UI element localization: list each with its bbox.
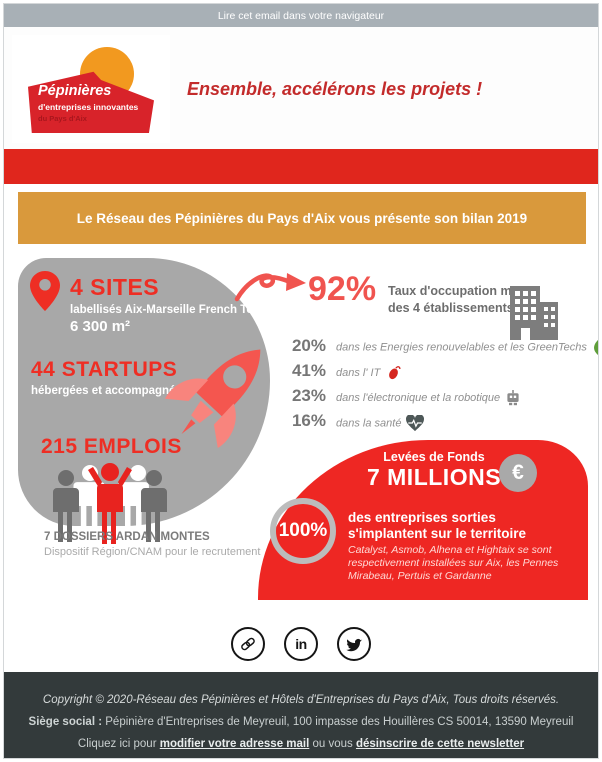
sector-label-text: dans les Energies renouvelables et les G… <box>336 341 587 354</box>
address-text: Pépinière d'Entreprises de Meyreuil, 100… <box>105 716 574 728</box>
address-label: Siège social : <box>28 716 106 728</box>
sector-label: dans l'électronique et la robotique <box>336 390 521 406</box>
occupancy-label-line2: des 4 établissements <box>388 301 514 315</box>
mouse-icon <box>389 366 401 380</box>
startups-sub: hébergées et accompagnées <box>31 385 189 397</box>
logo-title: Pépinières <box>38 83 112 99</box>
red-divider-bar <box>4 149 598 184</box>
map-pin-icon <box>30 271 60 311</box>
funding-value: 7 MILLIONS <box>366 464 502 490</box>
header: Pépinières d'entreprises innovantes du P… <box>4 27 598 149</box>
sites-value: 4 SITES <box>70 274 160 300</box>
sector-label-text: dans la santé <box>336 417 402 430</box>
website-link-icon[interactable] <box>231 627 265 661</box>
curved-arrow-icon <box>234 273 306 302</box>
building-icon <box>510 286 558 340</box>
banner: Le Réseau des Pépinières du Pays d'Aix v… <box>18 192 586 244</box>
implantation-pct: 100% <box>278 520 328 541</box>
twitter-icon[interactable] <box>337 627 371 661</box>
banner-title: Le Réseau des Pépinières du Pays d'Aix v… <box>76 210 528 226</box>
logo: Pépinières d'entreprises innovantes du P… <box>12 35 170 143</box>
twitter-bird <box>345 638 362 651</box>
linkedin-icon[interactable]: in <box>284 627 318 661</box>
funding-block: Levées de Fonds 7 MILLIONS <box>324 450 544 491</box>
logo-image: Pépinières d'entreprises innovantes du P… <box>28 45 154 135</box>
leaf-icon <box>593 340 598 355</box>
implantation-ring: 100% <box>270 498 336 564</box>
sector-label: dans les Energies renouvelables et les G… <box>336 340 598 355</box>
sector-pct: 16% <box>291 411 326 430</box>
funding-label: Levées de Fonds <box>383 450 485 464</box>
unsubscribe-middle: ou vous <box>309 738 356 750</box>
view-in-browser-bar: Lire cet email dans votre navigateur <box>4 4 598 27</box>
health-icon <box>406 415 425 432</box>
sector-label-text: dans l'électronique et la robotique <box>336 391 501 404</box>
rocket-icon <box>164 349 261 449</box>
jobs-value: 215 EMPLOIS <box>41 435 182 458</box>
euro-symbol: € <box>512 461 524 484</box>
linkedin-glyph: in <box>295 636 307 652</box>
logo-region: du Pays d'Aix <box>38 114 87 123</box>
sites-sub1: labellisés Aix-Marseille French Tech <box>70 304 267 316</box>
headline: Ensemble, accélérons les projets ! <box>187 79 483 99</box>
robot-icon <box>507 390 519 406</box>
footer: Copyright © 2020-Réseau des Pépinières e… <box>4 672 598 758</box>
logo-subtitle: d'entreprises innovantes <box>38 102 139 112</box>
startups-value: 44 STARTUPS <box>31 358 178 381</box>
unsubscribe-link[interactable]: désinscrire de cette newsletter <box>355 738 525 750</box>
sector-label-text: dans l' IT <box>336 366 381 379</box>
sector-pct: 41% <box>291 361 326 380</box>
copyright-line: Copyright © 2020-Réseau des Pépinières e… <box>42 694 560 706</box>
address-line: Siège social : Pépinière d'Entreprises d… <box>4 711 598 733</box>
view-in-browser-link[interactable]: Lire cet email dans votre navigateur <box>217 9 385 22</box>
people-icon <box>53 463 167 544</box>
occupancy-label: Taux d'occupation moyen des 4 établissem… <box>388 283 541 317</box>
sites-area: 6 300 m² <box>70 318 131 335</box>
ardan-subtitle: Dispositif Région/CNAM pour le recruteme… <box>44 546 261 558</box>
modify-email-link[interactable]: modifier votre adresse mail <box>159 738 310 750</box>
unsubscribe-line: Cliquez ici pour modifier votre adresse … <box>4 733 598 755</box>
sector-label: dans l' IT <box>336 365 402 381</box>
implantation-text: des entreprises sorties s'implantent sur… <box>348 510 527 541</box>
occupancy-value: 92% <box>308 270 377 308</box>
sector-pct: 20% <box>291 336 326 355</box>
sector-pct: 23% <box>291 386 326 405</box>
chain-icon <box>241 637 255 651</box>
euro-icon: € <box>499 454 537 492</box>
unsubscribe-prefix: Cliquez ici pour <box>77 738 160 750</box>
implantation-detail: Catalyst, Asmob, Alhena et Hightaix se s… <box>348 544 559 582</box>
ardan-title: 7 DOSSIERS ARDAN MONTES <box>44 531 210 543</box>
sector-label: dans la santé <box>336 415 425 432</box>
email-frame: Lire cet email dans votre navigateur Pép… <box>3 3 599 759</box>
red-blob-shape: Levées de Fonds 7 MILLIONS € 100% des en… <box>258 440 588 600</box>
infographic: 4 SITES labellisés Aix-Marseille French … <box>4 244 598 616</box>
occupancy-label-line1: Taux d'occupation moyen <box>388 284 541 298</box>
social-row: in <box>4 616 598 672</box>
